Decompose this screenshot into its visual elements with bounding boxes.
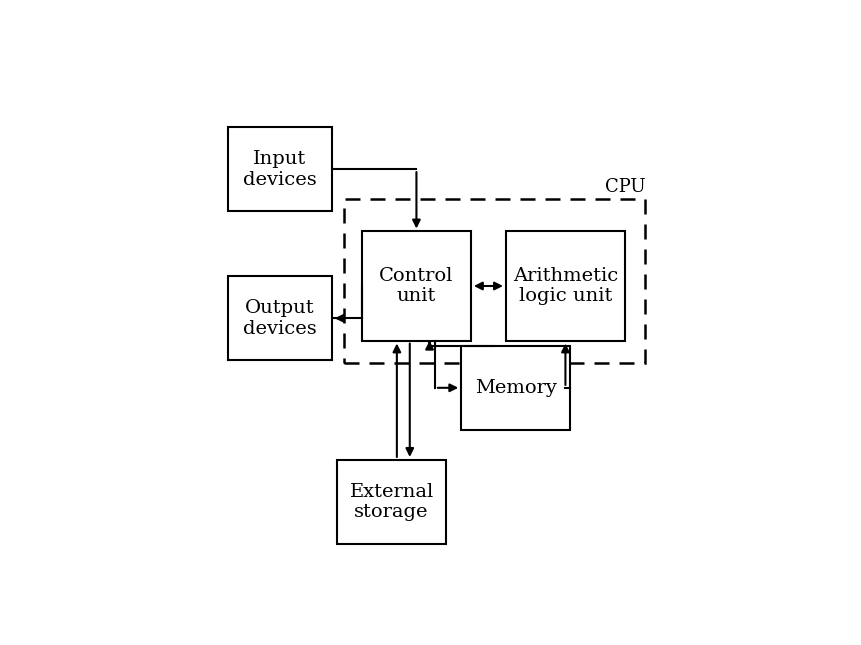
Bar [362,232,471,341]
Bar [227,127,332,212]
Text: External
storage: External storage [350,482,434,521]
Bar [344,199,645,363]
Bar [505,232,625,341]
Text: Arithmetic
logic unit: Arithmetic logic unit [513,266,618,305]
Text: Control
unit: Control unit [379,266,454,305]
Text: CPU: CPU [604,177,646,195]
Text: Memory: Memory [474,379,557,397]
Bar [227,276,332,361]
Text: Output
devices: Output devices [243,299,317,338]
Bar [337,460,446,544]
Text: Input
devices: Input devices [243,150,317,189]
Bar [461,346,570,430]
